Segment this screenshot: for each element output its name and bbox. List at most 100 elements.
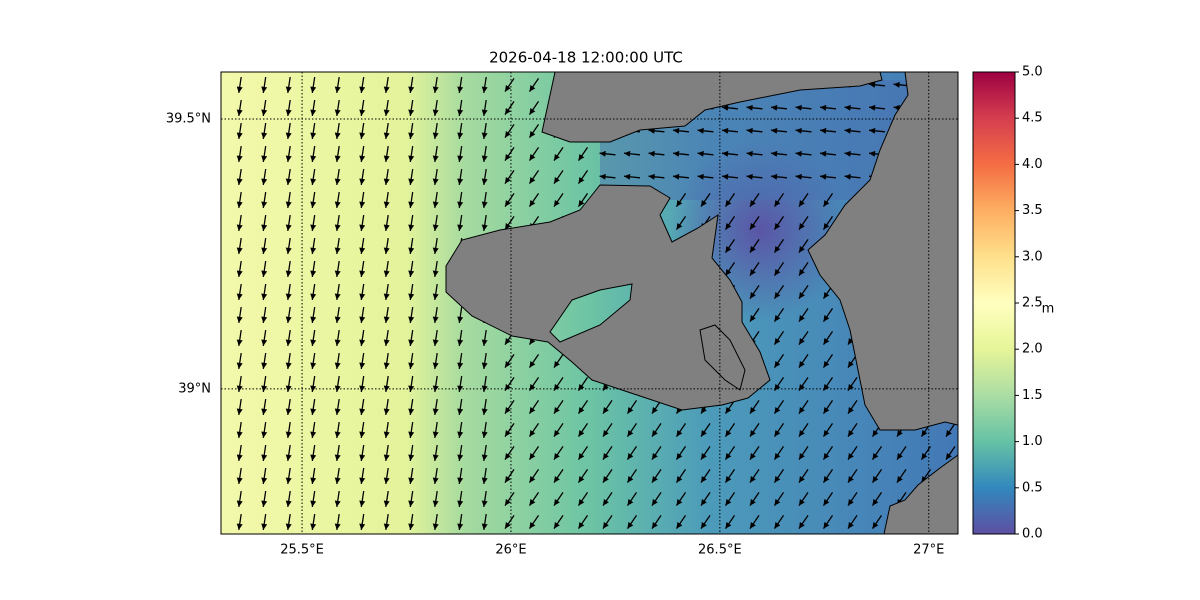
arrow-head [578, 498, 585, 506]
arrow-head [847, 498, 854, 506]
arrow-head [798, 383, 805, 391]
arrow-head [408, 109, 415, 116]
arrow-head [481, 86, 488, 93]
arrow-head [749, 245, 756, 253]
arrow-head [334, 270, 341, 277]
arrow-head [798, 360, 805, 368]
arrow-head [236, 178, 243, 185]
arrow-head [504, 107, 511, 115]
arrow-head [749, 521, 756, 529]
arrow-head [869, 150, 876, 157]
arrow-head [285, 362, 292, 369]
arrow-head [774, 291, 781, 299]
colorbar-tick-label: 3.0 [1022, 249, 1043, 264]
title: 2026-04-18 12:00:00 UTC [489, 49, 683, 67]
arrow-head [408, 408, 415, 415]
arrow-head [457, 86, 464, 93]
arrow-head [648, 150, 655, 157]
x-tick-label: 26°E [495, 543, 526, 558]
arrow-head [432, 224, 439, 231]
arrow-head [725, 475, 732, 483]
arrow-head [481, 431, 488, 438]
arrow-head [432, 477, 439, 484]
map-frame [220, 71, 959, 535]
arrow-head [310, 86, 317, 93]
arrow-head [602, 498, 609, 506]
arrow-head [261, 109, 268, 116]
arrow-head [261, 201, 268, 208]
arrow-head [529, 383, 536, 391]
arrow-head [504, 406, 511, 414]
arrow-head [504, 222, 511, 230]
arrow-head [310, 178, 317, 185]
arrow-head [553, 383, 560, 391]
arrow-head [624, 173, 631, 180]
arrow-head [746, 127, 753, 134]
arrow-head [725, 429, 732, 437]
arrow-head [921, 452, 928, 460]
arrow-head [746, 104, 753, 111]
arrow-head [700, 429, 707, 437]
arrow-head [725, 245, 732, 253]
arrow-head [383, 293, 390, 300]
arrow-head [359, 408, 366, 415]
arrow-head [432, 408, 439, 415]
arrow-head [261, 155, 268, 162]
arrow-head [774, 314, 781, 322]
arrow-head [746, 173, 753, 180]
arrow-head [820, 104, 827, 111]
arrow-head [725, 268, 732, 276]
arrow-head [359, 224, 366, 231]
arrow-head [945, 452, 952, 460]
arrow-head [798, 475, 805, 483]
arrow-head [872, 521, 879, 529]
arrow-head [676, 199, 683, 207]
arrow-head [676, 498, 683, 506]
arrow-head [798, 429, 805, 437]
arrow-head [722, 127, 729, 134]
arrow-head [749, 429, 756, 437]
arrow-head [310, 454, 317, 461]
arrow-head [334, 109, 341, 116]
arrow-head [310, 109, 317, 116]
arrow-head [408, 132, 415, 139]
arrow-head [504, 130, 511, 138]
arrow-head [359, 247, 366, 254]
arrow-head [310, 155, 317, 162]
arrow-head [432, 362, 439, 369]
arrow-head [798, 199, 805, 207]
arrow-head [236, 454, 243, 461]
arrow-head [795, 127, 802, 134]
arrow-head [359, 109, 366, 116]
arrow-head [236, 477, 243, 484]
arrow-head [481, 178, 488, 185]
arrow-head [359, 132, 366, 139]
arrow-head [481, 201, 488, 208]
arrow-head [383, 477, 390, 484]
arrow-head [285, 224, 292, 231]
arrow-head [408, 431, 415, 438]
arrow-head [285, 155, 292, 162]
arrow-head [844, 127, 851, 134]
arrow-head [553, 452, 560, 460]
arrow-head [310, 132, 317, 139]
arrow-head [383, 247, 390, 254]
arrow-head [798, 222, 805, 230]
arrow-head [823, 383, 830, 391]
arrow-head [457, 316, 464, 323]
arrow-head [749, 268, 756, 276]
arrow-head [481, 339, 488, 346]
arrow-head [820, 127, 827, 134]
arrow-head [774, 475, 781, 483]
arrow-head [310, 339, 317, 346]
arrow-head [627, 475, 634, 483]
arrow-head [236, 201, 243, 208]
arrow-head [798, 452, 805, 460]
arrow-head [774, 360, 781, 368]
arrow-head [359, 523, 366, 530]
arrow-head [481, 109, 488, 116]
arrow-head [432, 293, 439, 300]
arrow-head [334, 247, 341, 254]
arrow-head [676, 521, 683, 529]
arrow-head [746, 150, 753, 157]
